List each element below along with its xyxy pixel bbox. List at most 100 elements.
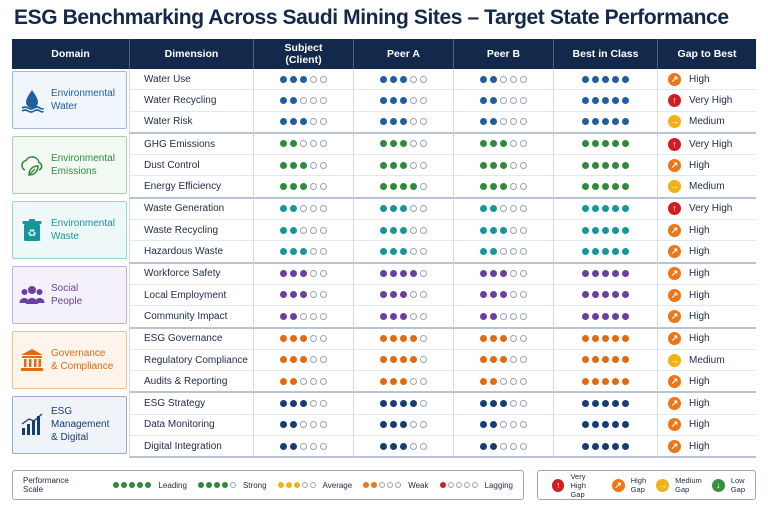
score-dot-empty	[300, 226, 307, 234]
dimension-label: Water Use	[129, 69, 253, 91]
score-dot-empty	[320, 96, 327, 104]
table-row: Water Recycling ↑ Very High	[12, 90, 756, 112]
header-best: Best in Class	[553, 39, 657, 69]
score-best	[553, 69, 657, 91]
score-dot-filled	[582, 312, 589, 320]
score-dot-filled	[380, 335, 387, 343]
score-dot-empty	[410, 118, 417, 126]
score-dot-filled	[280, 421, 287, 429]
score-dot-filled	[280, 442, 287, 450]
domain-box: ESG Management & Digital	[12, 395, 127, 454]
gap-arrow-icon: ↓	[711, 478, 725, 492]
gap-legend-label: High Gap	[630, 476, 647, 494]
score-dot-filled	[300, 161, 307, 169]
score-dot-empty	[410, 161, 417, 169]
score-peer-a	[353, 349, 453, 372]
score-dot-filled	[582, 335, 589, 343]
score-subject	[253, 436, 353, 459]
score-subject	[253, 393, 353, 415]
score-dot-filled	[612, 421, 619, 429]
score-dot-empty	[310, 96, 317, 104]
score-dot-empty	[510, 377, 517, 385]
score-dot-filled	[290, 291, 297, 299]
score-dot-filled	[602, 356, 609, 364]
score-dot-empty	[455, 482, 462, 488]
score-peer-a	[353, 284, 453, 307]
gap-arrow-icon: ↗	[668, 245, 681, 259]
score-dot-filled	[280, 96, 287, 104]
legend-label: Strong	[242, 480, 267, 490]
score-dot-filled	[592, 442, 599, 450]
gap-label: High	[689, 440, 710, 452]
score-dot-filled	[390, 312, 397, 320]
score-peer-a	[353, 393, 453, 415]
score-dot-filled	[280, 247, 287, 255]
score-dot-filled	[300, 335, 307, 343]
score-dot-filled	[400, 226, 407, 234]
score-dot-empty	[420, 270, 427, 278]
score-dot-empty	[420, 96, 427, 104]
score-dot-filled	[390, 205, 397, 213]
gap-arrow-icon: ↗	[668, 332, 681, 346]
score-dot-filled	[280, 118, 287, 126]
score-dot-empty	[520, 399, 527, 407]
score-dot-empty	[229, 482, 236, 488]
score-best	[553, 263, 657, 285]
score-dot-empty	[447, 482, 454, 488]
header-subject: Subject (Client)	[253, 39, 353, 69]
score-dot-filled	[490, 421, 497, 429]
score-dot-empty	[310, 356, 317, 364]
score-dot-filled	[280, 140, 287, 148]
score-dot-empty	[520, 118, 527, 126]
gap-arrow-icon: ↗	[611, 478, 625, 492]
score-dot-filled	[622, 421, 629, 429]
score-dot-filled	[612, 291, 619, 299]
score-dot-empty	[379, 482, 386, 488]
score-dot-filled	[592, 377, 599, 385]
score-peer-b	[453, 306, 553, 329]
score-dot-filled	[582, 118, 589, 126]
score-dot-filled	[480, 291, 487, 299]
score-dot-filled	[500, 270, 507, 278]
score-dot-empty	[520, 335, 527, 343]
gap-cell: ↗ High	[657, 393, 756, 415]
score-dot-empty	[310, 247, 317, 255]
score-subject	[253, 263, 353, 285]
score-dot-filled	[480, 96, 487, 104]
score-dot-filled	[300, 399, 307, 407]
score-dot-filled	[380, 291, 387, 299]
score-dot-filled	[410, 335, 417, 343]
score-dot-empty	[310, 335, 317, 343]
score-dot-empty	[300, 377, 307, 385]
legend-label: Average	[322, 480, 353, 490]
score-dot-filled	[480, 399, 487, 407]
score-dot-filled	[582, 75, 589, 83]
score-dot-filled	[622, 335, 629, 343]
score-dot-empty	[300, 140, 307, 148]
table-row: Governance & Compliance ESG Governance ↗ H…	[12, 328, 756, 394]
score-dot-filled	[622, 140, 629, 148]
score-dot-filled	[400, 96, 407, 104]
gap-arrow-icon: ↗	[668, 158, 681, 172]
score-peer-a	[353, 69, 453, 91]
legend-item: Weak	[362, 481, 429, 490]
score-dot-filled	[390, 442, 397, 450]
table-row: Community Impact ↗ High	[12, 306, 756, 329]
score-dot-empty	[520, 140, 527, 148]
score-best	[553, 306, 657, 329]
score-dot-filled	[602, 335, 609, 343]
score-dot-empty	[520, 247, 527, 255]
score-best	[553, 241, 657, 264]
dimension-label: ESG Governance	[129, 328, 253, 350]
score-peer-a	[353, 241, 453, 264]
gap-label: High	[689, 375, 710, 387]
score-dot-filled	[380, 442, 387, 450]
score-dot-empty	[520, 226, 527, 234]
score-dot-filled	[582, 140, 589, 148]
score-dot-empty	[420, 421, 427, 429]
score-peer-b	[453, 263, 553, 285]
score-dot-empty	[420, 205, 427, 213]
score-dot-empty	[320, 161, 327, 169]
gap-cell: → Medium	[657, 111, 756, 134]
dimension-label: Water Risk	[129, 111, 253, 134]
